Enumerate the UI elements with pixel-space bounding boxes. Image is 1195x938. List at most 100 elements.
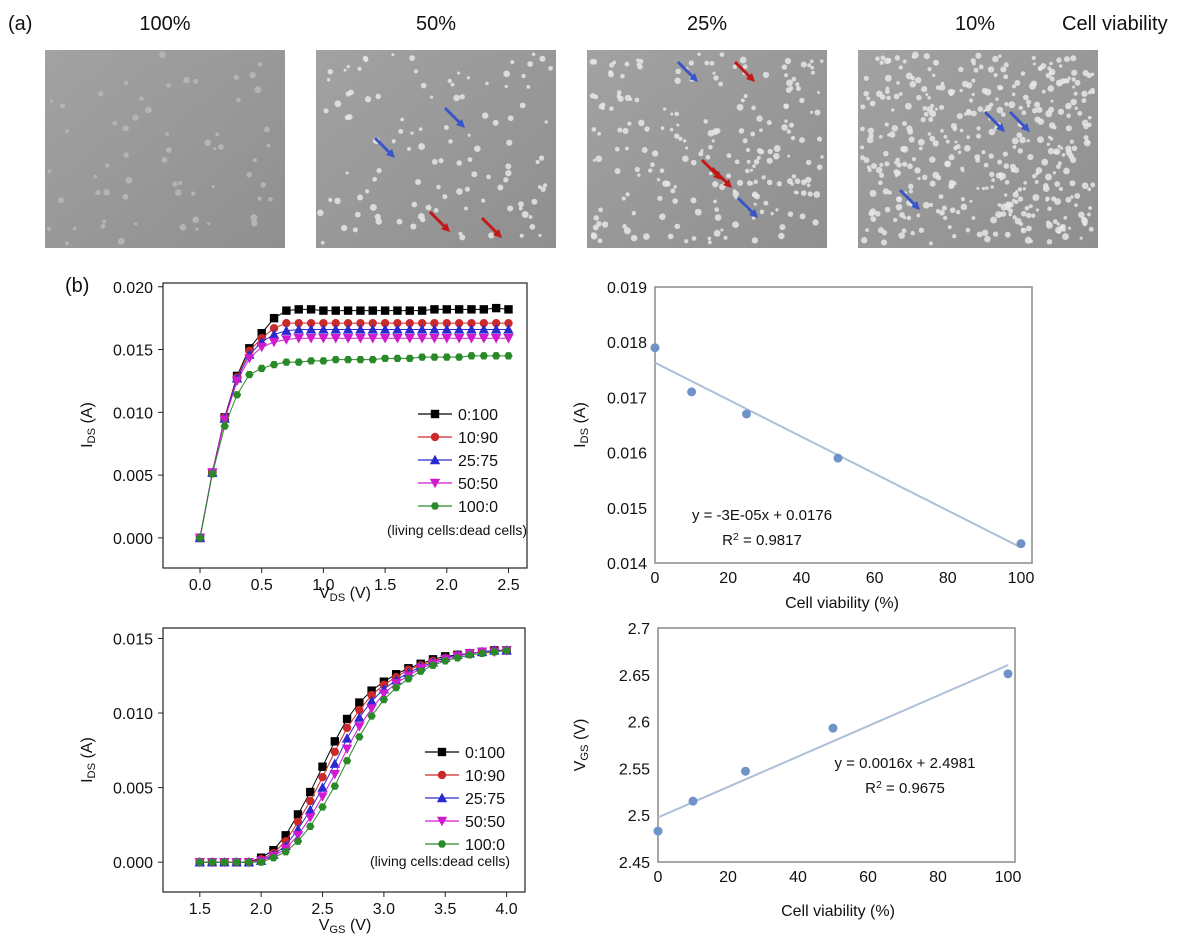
text-part: GS bbox=[329, 924, 345, 936]
x-tick-label: 0 bbox=[654, 869, 663, 886]
cell bbox=[1017, 187, 1023, 192]
cell bbox=[518, 201, 524, 208]
cell bbox=[1032, 62, 1036, 66]
marker bbox=[356, 355, 365, 364]
cell bbox=[1028, 204, 1033, 209]
cell bbox=[1074, 203, 1078, 207]
marker bbox=[367, 686, 376, 695]
cell bbox=[810, 65, 815, 70]
marker bbox=[220, 858, 229, 866]
cell bbox=[1025, 99, 1032, 105]
x-tick-label: 20 bbox=[719, 869, 737, 886]
cell bbox=[863, 90, 869, 97]
cell bbox=[884, 122, 889, 127]
cell bbox=[447, 78, 452, 84]
marker bbox=[368, 355, 377, 364]
arrow bbox=[710, 166, 730, 186]
marker bbox=[367, 334, 378, 344]
y-tick-label: 2.5 bbox=[628, 808, 650, 825]
cell bbox=[218, 144, 224, 150]
cell bbox=[952, 181, 957, 186]
legend-marker bbox=[430, 502, 440, 510]
cell bbox=[1072, 85, 1076, 89]
cell bbox=[989, 171, 995, 178]
cell bbox=[539, 55, 546, 62]
cell bbox=[1090, 72, 1095, 77]
panel-label: (a) bbox=[8, 13, 32, 35]
marker bbox=[318, 334, 329, 344]
legend-label: 50:50 bbox=[458, 476, 498, 493]
cell bbox=[688, 60, 694, 66]
cell bbox=[682, 155, 689, 162]
cell bbox=[456, 188, 463, 195]
cell bbox=[949, 207, 956, 214]
point bbox=[688, 796, 698, 806]
cell bbox=[971, 78, 976, 83]
cell bbox=[662, 180, 669, 188]
cell bbox=[704, 60, 710, 66]
marker bbox=[393, 306, 402, 315]
marker bbox=[281, 335, 292, 345]
cell bbox=[1082, 221, 1088, 227]
cell bbox=[712, 128, 719, 135]
viability-label: 50% bbox=[416, 13, 456, 35]
cell bbox=[867, 168, 872, 173]
x-tick-label: 60 bbox=[866, 570, 884, 587]
cell bbox=[464, 206, 469, 211]
marker bbox=[356, 306, 365, 315]
cell bbox=[1070, 55, 1077, 62]
cell bbox=[766, 157, 773, 164]
cell bbox=[504, 84, 508, 89]
cell bbox=[678, 136, 683, 141]
arrow-head bbox=[456, 119, 465, 128]
cell bbox=[903, 216, 907, 220]
marker bbox=[342, 757, 352, 765]
marker bbox=[207, 858, 217, 866]
cell bbox=[917, 176, 921, 181]
x-axis-title: Cell viability (%) bbox=[781, 903, 895, 920]
cell bbox=[641, 147, 648, 153]
marker bbox=[454, 353, 464, 361]
marker bbox=[268, 329, 280, 339]
cell bbox=[889, 131, 896, 138]
cell bbox=[751, 191, 759, 198]
cell bbox=[947, 225, 952, 230]
cell bbox=[1083, 135, 1089, 141]
cell bbox=[713, 229, 721, 237]
cell bbox=[1011, 137, 1019, 145]
cell bbox=[1031, 107, 1038, 114]
cell bbox=[1025, 212, 1032, 219]
cell bbox=[204, 139, 212, 147]
cell bbox=[941, 205, 947, 211]
cell bbox=[503, 177, 509, 183]
legend-label: 25:75 bbox=[465, 791, 505, 808]
cell bbox=[674, 111, 680, 117]
marker bbox=[293, 334, 304, 344]
cell bbox=[908, 136, 915, 143]
cell bbox=[957, 150, 962, 155]
cell bbox=[1018, 105, 1023, 111]
text-part: DS bbox=[579, 428, 591, 444]
legend-marker bbox=[429, 454, 441, 465]
cell bbox=[1047, 206, 1052, 212]
cell bbox=[1090, 182, 1096, 188]
marker bbox=[305, 334, 317, 344]
cell bbox=[612, 60, 617, 65]
cell bbox=[901, 161, 908, 167]
cell bbox=[732, 221, 739, 228]
cell bbox=[1047, 66, 1052, 71]
marker bbox=[392, 324, 403, 334]
marker bbox=[305, 804, 316, 815]
cell bbox=[591, 127, 597, 132]
cell bbox=[328, 197, 333, 203]
text-part: = 0.9675 bbox=[882, 780, 945, 797]
cell bbox=[1022, 187, 1026, 191]
marker bbox=[232, 858, 241, 866]
cell bbox=[1062, 233, 1069, 240]
cell bbox=[191, 191, 196, 196]
cell bbox=[939, 104, 945, 110]
marker bbox=[341, 744, 353, 755]
cell bbox=[896, 81, 900, 85]
cell bbox=[925, 92, 929, 97]
x-tick-label: 1.0 bbox=[312, 577, 334, 594]
